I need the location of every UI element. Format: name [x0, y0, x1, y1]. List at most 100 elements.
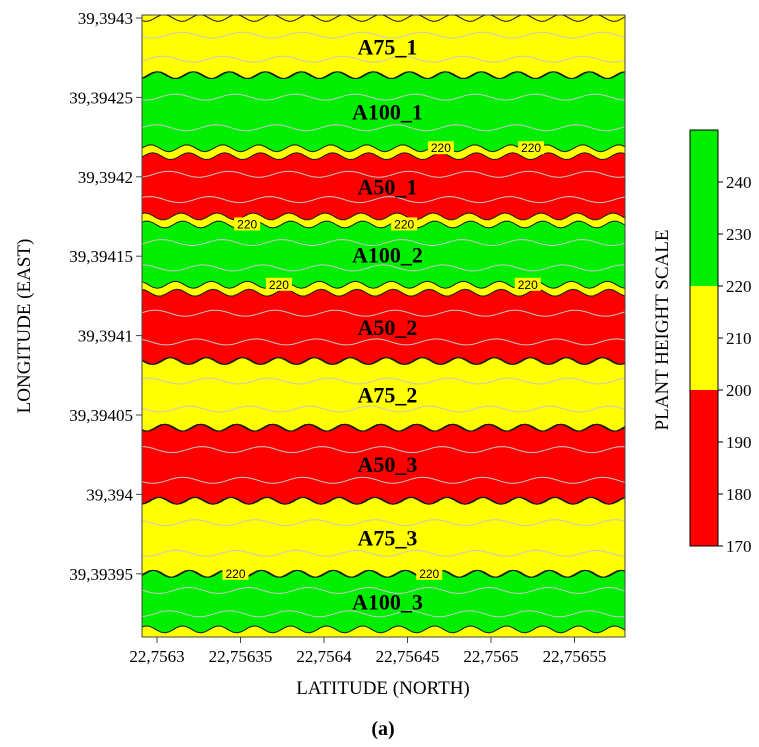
zone-a100-2: [142, 221, 625, 289]
zone-boundary-line: [142, 212, 625, 221]
inner-contour-line: [142, 55, 625, 63]
contour-label-bg: [427, 141, 454, 155]
inner-contour-line: [142, 446, 625, 454]
y-tick-label: 39,39415: [69, 247, 133, 266]
colorbar-band: [690, 130, 718, 286]
x-axis-title: LATITUDE (NORTH): [296, 678, 470, 699]
y-tick-label: 39,39395: [69, 565, 133, 584]
y-tick-label: 39,39405: [69, 406, 133, 425]
x-tick-label: 22,7565: [463, 647, 518, 666]
zone-boundary-line: [142, 423, 625, 432]
contour-label-bg: [222, 566, 249, 580]
zones-layer: [142, 15, 625, 637]
zone-boundary-line: [142, 357, 625, 366]
inner-contour-line: [142, 377, 625, 385]
inner-contour-line: [142, 519, 625, 527]
inner-contour-line: [142, 31, 625, 39]
inner-contour-line: [142, 239, 625, 247]
zone-a50-3: [142, 424, 625, 505]
contour-label-bg: [234, 217, 261, 231]
inner-contour-line: [142, 610, 625, 618]
zone-label: A75_2: [358, 382, 418, 407]
inner-contour-line: [142, 93, 625, 101]
inner-contour-line: [142, 124, 625, 132]
colorbar-tick-label: 200: [726, 381, 752, 400]
inner-contour-line: [142, 196, 625, 204]
zone-a50-2: [142, 289, 625, 365]
colorbar-tick-label: 210: [726, 329, 752, 348]
contour-lines-layer: [142, 15, 625, 634]
inner-contour-line: [142, 586, 625, 594]
contour-label: 220: [394, 217, 414, 231]
zone-label: A50_3: [358, 452, 418, 477]
zone-a100-3: [142, 570, 625, 633]
contour-labels-layer: 220 220 220 220 220 220 220 220: [222, 141, 545, 581]
zone-a50-1: [142, 152, 625, 220]
contour-label: 220: [518, 278, 538, 292]
y-tick-label: 39,3943: [78, 9, 133, 28]
colorbar-tick-label: 220: [726, 277, 752, 296]
contour-label: 220: [269, 278, 289, 292]
inner-contour-line: [142, 405, 625, 413]
zone-label: A50_2: [358, 315, 418, 340]
colorbar-tick-label: 240: [726, 173, 752, 192]
y-tick-label: 39,394: [86, 485, 133, 504]
contour-label: 220: [225, 567, 245, 581]
x-tick-label: 22,7563: [129, 647, 184, 666]
contour-label: 220: [431, 141, 451, 155]
inner-contour-line: [142, 549, 625, 557]
zone-boundary-line: [142, 220, 625, 229]
contour-label-bg: [265, 277, 292, 291]
colorbar-tick-label: 190: [726, 433, 752, 452]
zone-a75-3: [142, 497, 625, 578]
inner-contour-line: [142, 264, 625, 272]
zone-a75-2: [142, 357, 625, 432]
contour-label-bg: [514, 277, 541, 291]
colorbar-band: [690, 286, 718, 390]
y-axis-title: LONGITUDE (EAST): [14, 239, 35, 414]
colorbar-title: PLANT HEIGHT SCALE: [652, 230, 673, 431]
zone-boundary-line: [142, 625, 625, 634]
zone-label: A100_2: [352, 243, 423, 268]
zone-a75-1: [142, 15, 625, 79]
figure-caption: (a): [371, 718, 394, 740]
inner-contour-line: [142, 309, 625, 317]
x-axis: 22,7563 22,75635 22,7564 22,75645 22,7565 22,…: [129, 637, 606, 666]
zone-boundary-line: [142, 71, 625, 80]
zone-boundary-line: [142, 288, 625, 297]
zone-boundary-line: [142, 569, 625, 578]
zone-label: A75_3: [358, 525, 418, 550]
zone-labels-layer: A75_1 A100_1 A50_1 A100_2 A50_2 A75_2 A50_3 A75…: [352, 35, 423, 615]
plot-frame: [141, 14, 626, 638]
zone-boundary-line: [142, 152, 625, 161]
zone-boundary-line: [142, 144, 625, 153]
zone-label: A75_1: [358, 35, 418, 60]
contour-label-bg: [518, 141, 545, 155]
y-tick-label: 39,3942: [78, 168, 133, 187]
colorbar-tick-label: 170: [726, 537, 752, 556]
inner-contour-line: [142, 476, 625, 484]
contour-label-bg: [416, 566, 443, 580]
zone-label: A50_1: [358, 174, 418, 199]
zone-boundary-line: [142, 496, 625, 505]
contour-label-bg: [391, 217, 418, 231]
x-tick-label: 22,75635: [209, 647, 273, 666]
x-tick-label: 22,75645: [376, 647, 440, 666]
y-tick-label: 39,3941: [78, 327, 133, 346]
inner-contour-line: [142, 170, 625, 178]
y-axis: 39,3943 39,39425 39,3942 39,39415 39,3941 39,…: [69, 9, 142, 584]
contour-label: 220: [237, 217, 257, 231]
colorbar-tick-label: 230: [726, 225, 752, 244]
y-tick-label: 39,39425: [69, 88, 133, 107]
contour-label: 220: [419, 567, 439, 581]
zone-a100-1: [142, 71, 625, 152]
x-tick-label: 22,7564: [296, 647, 352, 666]
zone-boundary-line: [142, 280, 625, 289]
zone-boundary-line: [142, 496, 625, 505]
zone-boundary-line: [142, 71, 625, 80]
zone-label: A100_3: [352, 590, 423, 615]
colorbar-tick-label: 180: [726, 485, 752, 504]
colorbar-band: [690, 390, 718, 546]
colorbar: 240 230 220 210 200 190 180 170: [689, 129, 752, 556]
